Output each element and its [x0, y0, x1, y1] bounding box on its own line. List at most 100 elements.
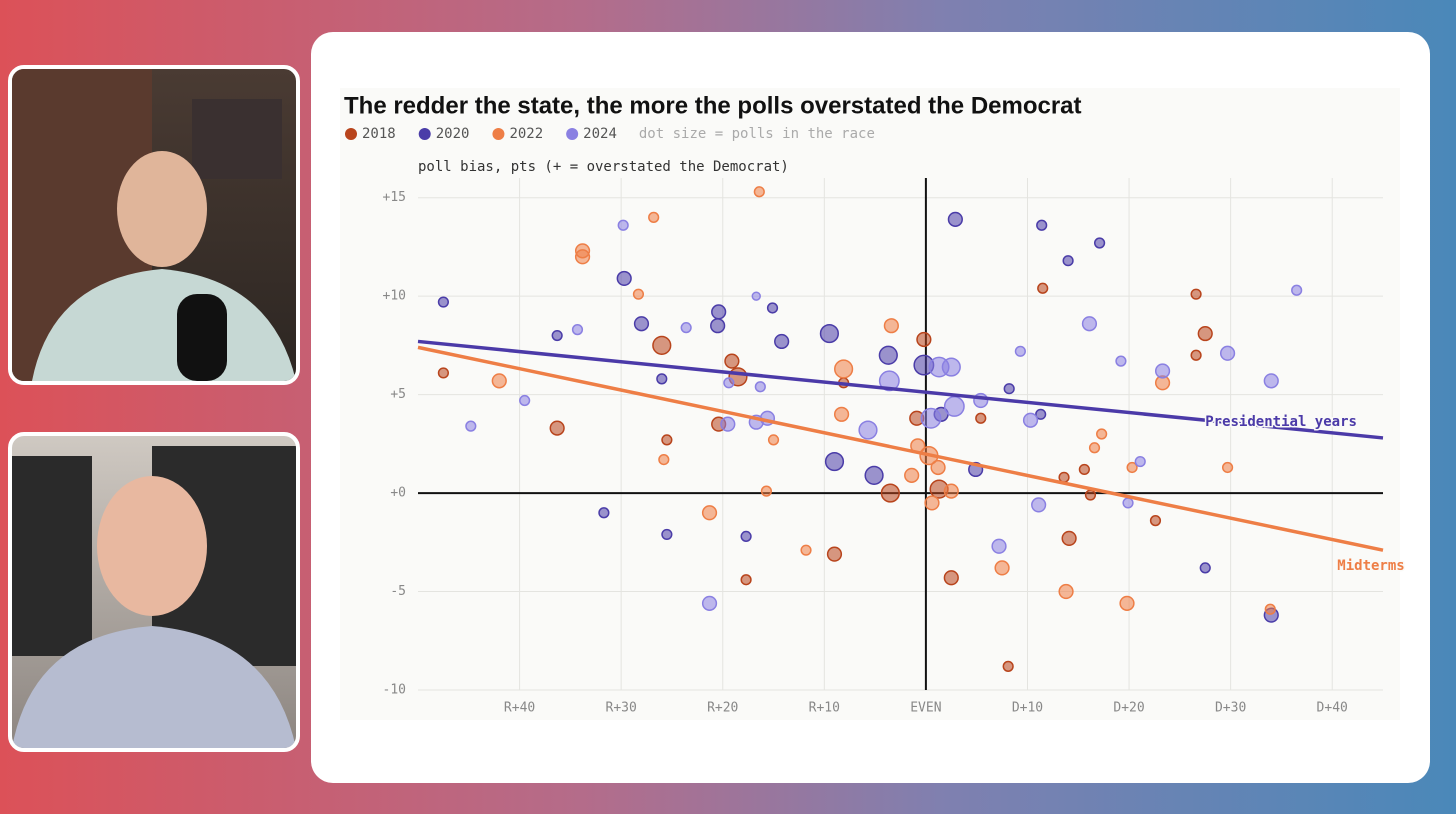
scatter-point [1122, 497, 1134, 509]
microphone [177, 294, 227, 381]
scatter-point [633, 316, 650, 332]
scatter-point [652, 335, 672, 355]
scatter-point [574, 249, 591, 265]
scatter-point [1088, 442, 1101, 454]
scatter-point [943, 483, 959, 499]
scatter-point [1134, 455, 1146, 468]
scatter-point [1199, 562, 1211, 574]
y-tick-label: +10 [383, 289, 406, 304]
scatter-point [1264, 603, 1276, 615]
scatter-point [1149, 515, 1162, 527]
scatter-point [1078, 463, 1090, 476]
webcam-host [8, 65, 300, 385]
x-tick-label: D+40 [1317, 701, 1348, 716]
scatter-point [1119, 595, 1135, 611]
scatter-point [824, 451, 845, 472]
scatter-point [701, 595, 718, 611]
scatter-point [878, 370, 900, 392]
scatter-point [661, 434, 673, 446]
trend-label: Midterms [1337, 558, 1404, 574]
scatter-point [740, 574, 752, 586]
scatter-point [826, 546, 843, 562]
shirt [32, 269, 296, 381]
scatter-point [549, 420, 565, 436]
scatter-point [617, 219, 629, 231]
y-tick-label: -10 [383, 683, 406, 698]
scatter-point [1061, 530, 1077, 546]
x-tick-label: R+10 [809, 701, 840, 716]
scatter-point [1291, 284, 1303, 296]
scatter-point [1081, 316, 1098, 332]
legend-label: 2018 [362, 126, 396, 142]
scatter-point [930, 459, 946, 476]
legend-swatch [566, 128, 579, 140]
scatter-point [819, 323, 839, 344]
y-tick-label: +0 [390, 486, 406, 501]
scatter-point [1096, 428, 1108, 440]
scatter-point [924, 495, 940, 511]
webcam-view [12, 69, 296, 381]
scatter-point [767, 434, 780, 446]
scatter-point [1190, 349, 1202, 361]
legend-swatch [345, 128, 357, 140]
scatter-point [1022, 412, 1039, 428]
chart-card: The redder the state, the more the polls… [311, 32, 1430, 783]
scatter-point [658, 454, 670, 466]
scatter-point [1035, 408, 1047, 420]
scatter-point [943, 395, 965, 417]
scatter-point [1002, 660, 1014, 672]
scatter-point [632, 288, 645, 300]
x-tick-label: D+20 [1113, 701, 1144, 716]
scatter-point [1197, 325, 1213, 342]
shirt [12, 626, 296, 748]
x-tick-label: D+30 [1215, 701, 1246, 716]
scatter-point [1093, 237, 1106, 249]
scatter-point [834, 359, 854, 379]
scatter-point [740, 530, 752, 542]
scatter-point [701, 505, 718, 521]
poster [12, 456, 92, 656]
scatter-point [920, 407, 942, 429]
chart: The redder the state, the more the polls… [340, 88, 1406, 720]
face [117, 151, 207, 267]
scatter-point [1084, 489, 1097, 501]
scatter-point [551, 329, 563, 342]
x-tick-label: D+10 [1012, 701, 1043, 716]
plot-background [340, 88, 1400, 720]
y-tick-label: +15 [383, 190, 406, 205]
legend-label: 2020 [436, 126, 470, 142]
scatter-point [880, 483, 900, 503]
scatter-point [656, 373, 668, 385]
scatter-point [1058, 583, 1074, 600]
scatter-point [947, 211, 963, 227]
y-axis-label: poll bias, pts (+ = overstated the Democ… [418, 159, 789, 175]
scatter-point [661, 528, 673, 541]
scatter-point [975, 412, 987, 424]
scatter-point [941, 357, 961, 377]
y-tick-label: -5 [390, 584, 406, 599]
scatter-point [1190, 288, 1202, 300]
scatter-point [491, 373, 507, 389]
x-tick-label: EVEN [910, 701, 941, 716]
scatter-point [878, 345, 898, 365]
scatter-point [943, 570, 959, 586]
scatter-point [833, 406, 850, 422]
scatter-point [465, 420, 477, 432]
scatter-point [1126, 461, 1138, 474]
legend-label: 2024 [583, 126, 617, 142]
face [97, 476, 207, 616]
legend-label: 2022 [509, 126, 543, 142]
scatter-point [864, 465, 884, 485]
scatter-point [648, 211, 660, 223]
scatter-point [437, 296, 449, 308]
y-tick-label: +5 [390, 387, 406, 402]
scatter-point [1154, 363, 1171, 379]
trend-line [417, 345, 1384, 552]
scatter-point [1014, 345, 1026, 357]
scatter-point [1037, 282, 1049, 294]
scatter-point [1221, 461, 1234, 474]
size-note: dot size = polls in the race [639, 126, 875, 142]
scatter-point [754, 381, 766, 393]
scatter-point [904, 467, 920, 483]
